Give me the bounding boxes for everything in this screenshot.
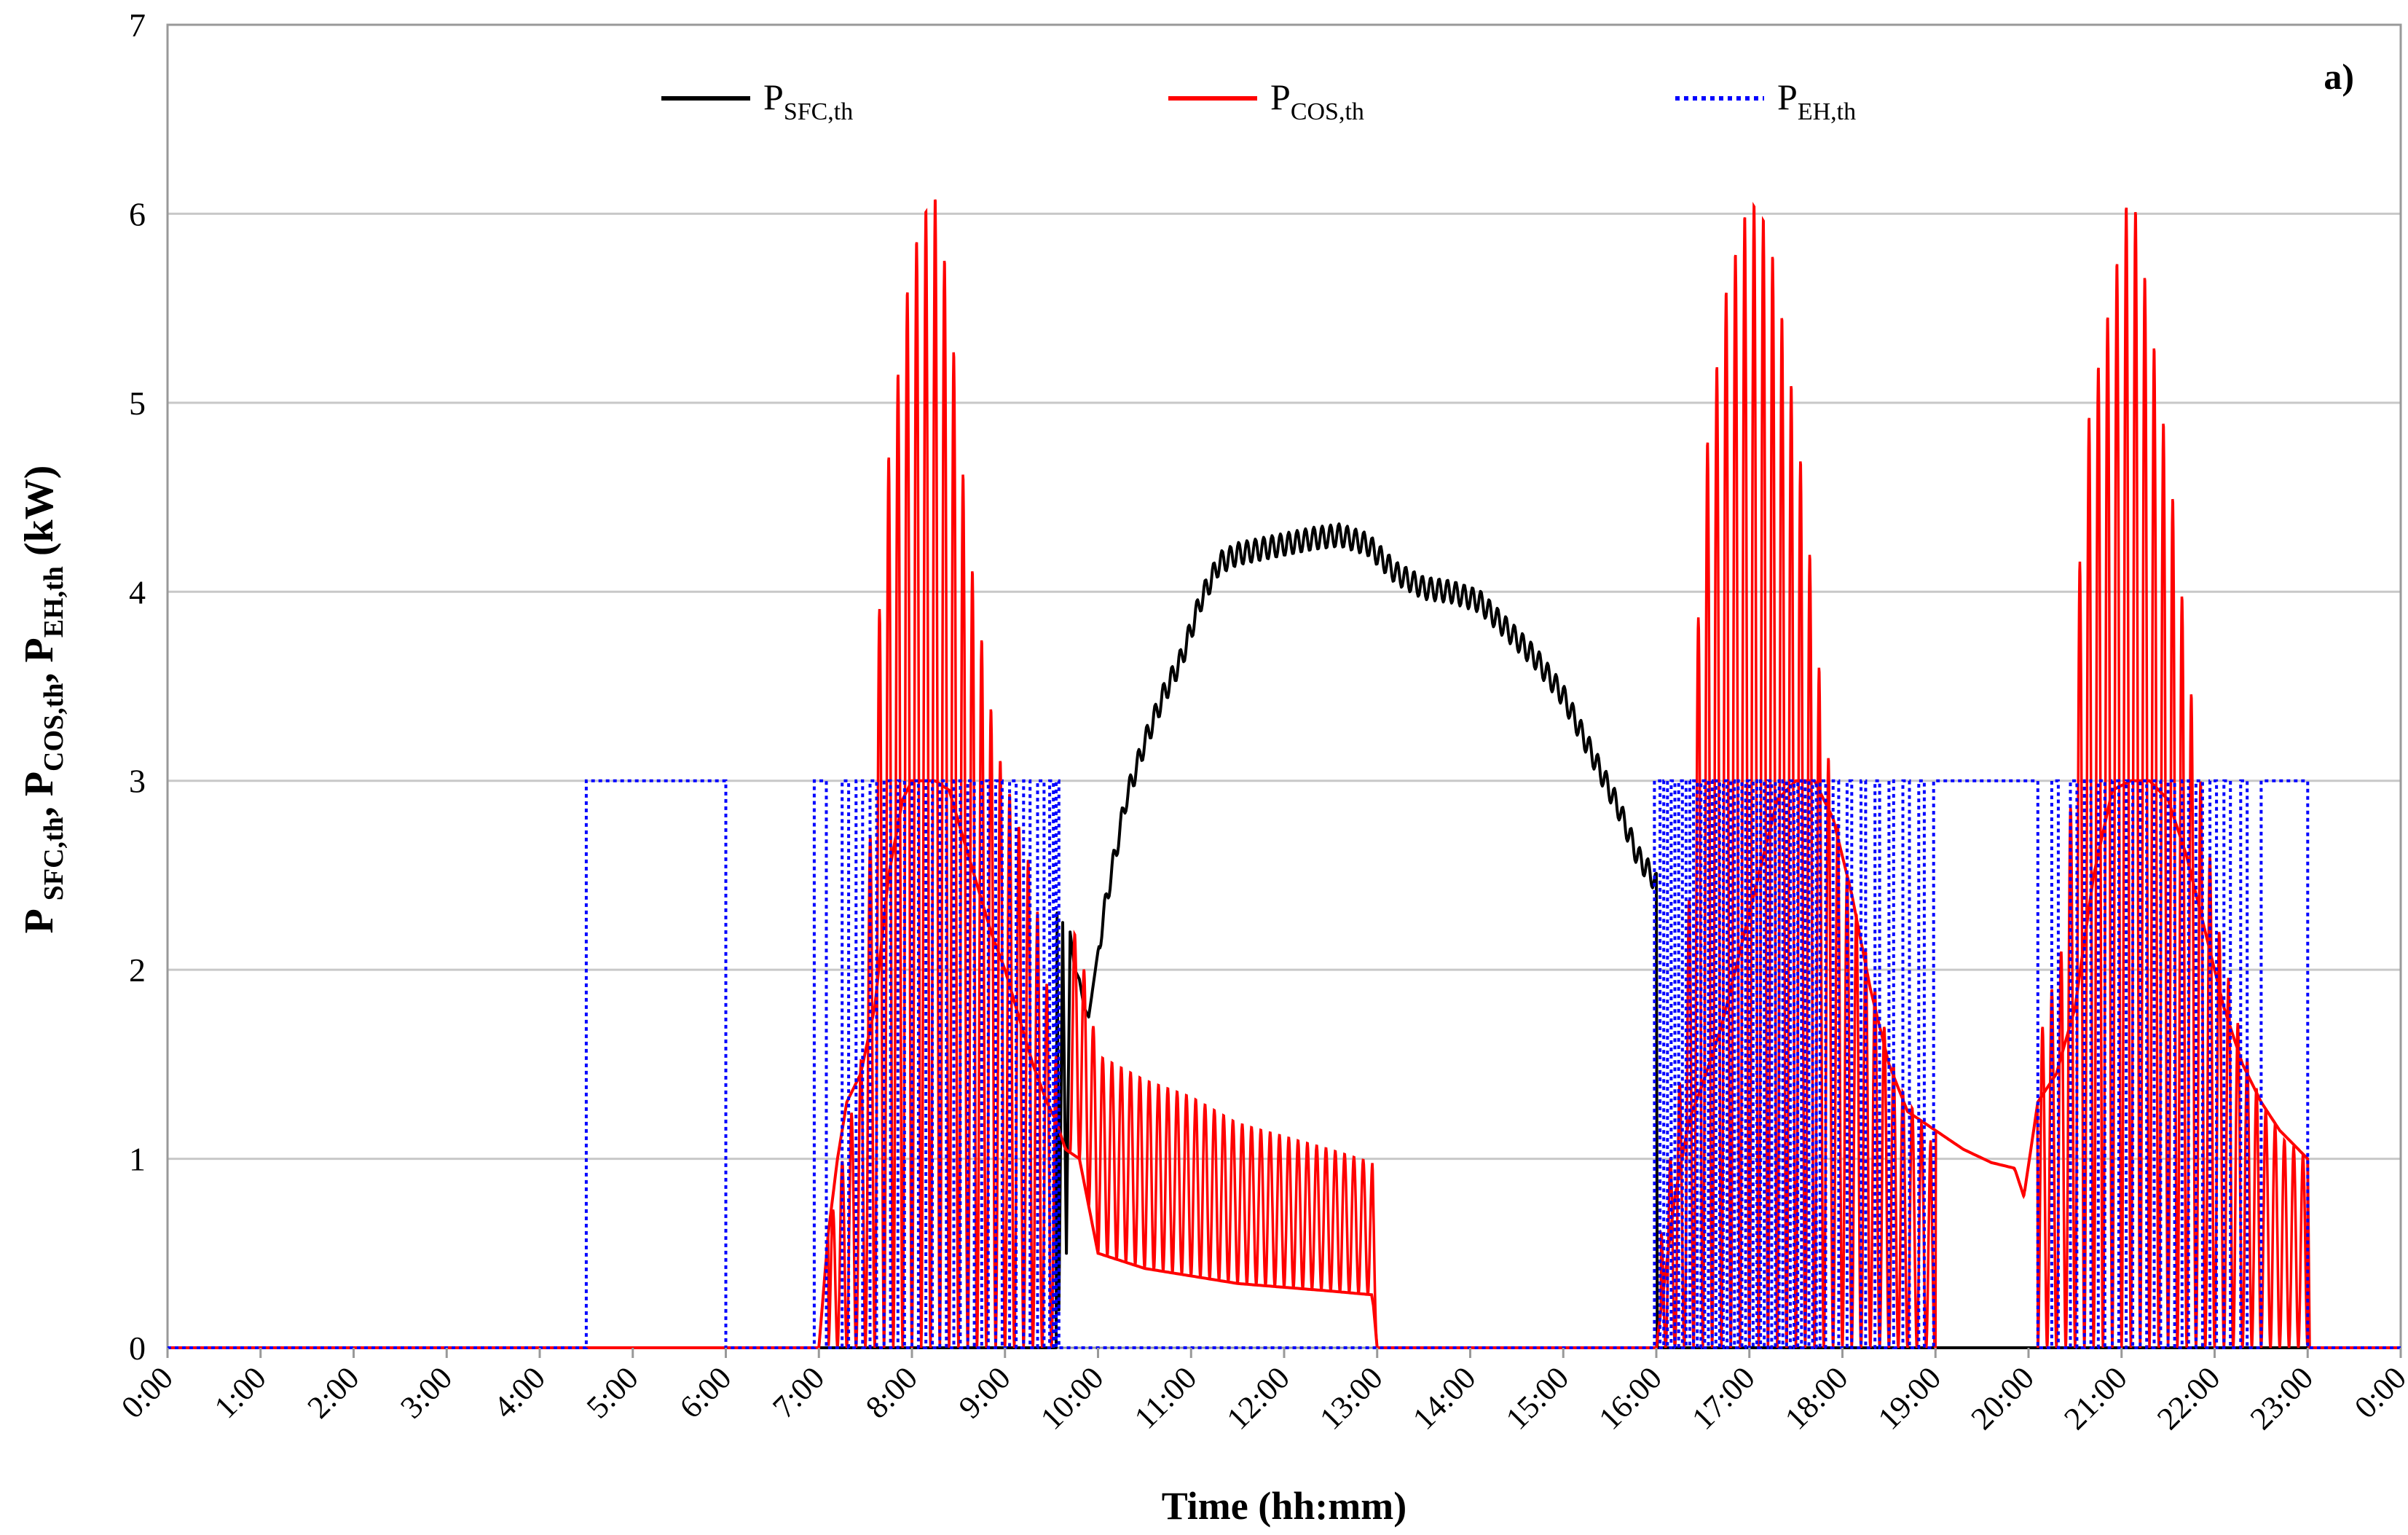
grid-lines	[168, 212, 2401, 1161]
y-axis-title-sub-2: EH,th	[39, 566, 69, 637]
x-tick-label: 6:00	[673, 1359, 739, 1425]
plot-area-border	[166, 23, 2402, 1349]
x-tick-label: 8:00	[859, 1359, 924, 1425]
legend-label-eh: PEH,th	[1777, 76, 1856, 125]
y-tick-labels: 0 1 2 3 4 5 6 7	[129, 7, 146, 1367]
x-tick-label: 23:00	[2243, 1359, 2321, 1437]
x-tick-label: 12:00	[1220, 1359, 1297, 1437]
y-axis-title-sep-1: , P	[17, 637, 62, 683]
x-tick-label: 19:00	[1871, 1359, 1948, 1437]
series-line-eh	[168, 779, 2401, 1349]
y-tick-label: 6	[129, 195, 146, 232]
y-tick-label: 5	[129, 385, 146, 422]
x-tick-label: 0:00	[114, 1359, 180, 1425]
y-tick-label: 4	[129, 573, 146, 611]
series-line-sfc	[167, 522, 2401, 1349]
y-axis-title-sub-0: SFC,th	[39, 817, 69, 900]
x-tick-labels: 0:00 1:00 2:00 3:00 4:00 5:00 6:00 7:00 8:00 9:00…	[114, 1348, 2408, 1437]
x-tick-label: 7:00	[766, 1359, 831, 1425]
y-axis-title-sub-1: COS,th	[39, 683, 69, 772]
legend-label-cos: PCOS,th	[1270, 76, 1364, 125]
x-tick-label: 10:00	[1034, 1359, 1111, 1437]
x-axis-title: Time (hh:mm)	[1162, 1484, 1406, 1528]
series-line-cos-oscillation	[168, 199, 2401, 1351]
series-layer	[167, 199, 2401, 1351]
x-tick-label: 0:00	[2348, 1359, 2408, 1425]
legend-label-sfc: PSFC,th	[763, 76, 853, 125]
x-tick-label: 9:00	[952, 1359, 1018, 1425]
x-tick-label: 15:00	[1499, 1359, 1576, 1437]
x-tick-label: 20:00	[1964, 1359, 2042, 1437]
y-tick-label: 2	[129, 951, 146, 989]
y-axis-title-sep-2: (kW)	[17, 466, 62, 566]
legend: PSFC,th PCOS,th PEH,th	[661, 76, 1856, 125]
x-tick-label: 16:00	[1592, 1359, 1669, 1437]
x-tick-label: 11:00	[1128, 1359, 1203, 1435]
x-tick-label: 13:00	[1313, 1359, 1390, 1437]
x-tick-label: 21:00	[2057, 1359, 2134, 1437]
x-tick-label: 3:00	[393, 1359, 459, 1425]
y-tick-label: 3	[129, 763, 146, 800]
y-axis-title: P SFC,th, PCOS,th, PEH,th (kW)	[17, 466, 69, 934]
x-tick-label: 4:00	[487, 1359, 552, 1425]
panel-label: a)	[2324, 56, 2354, 97]
x-tick-label: 22:00	[2150, 1359, 2227, 1437]
y-tick-label: 0	[129, 1330, 146, 1367]
x-tick-label: 1:00	[208, 1359, 273, 1425]
x-tick-label: 2:00	[301, 1359, 366, 1425]
x-tick-label: 17:00	[1685, 1359, 1762, 1437]
y-tick-label: 7	[129, 7, 146, 44]
x-tick-label: 5:00	[580, 1359, 645, 1425]
y-tick-label: 1	[129, 1141, 146, 1178]
y-axis-title-sep-0: , P	[17, 772, 62, 817]
x-tick-label: 18:00	[1778, 1359, 1855, 1437]
x-tick-label: 14:00	[1406, 1359, 1483, 1437]
